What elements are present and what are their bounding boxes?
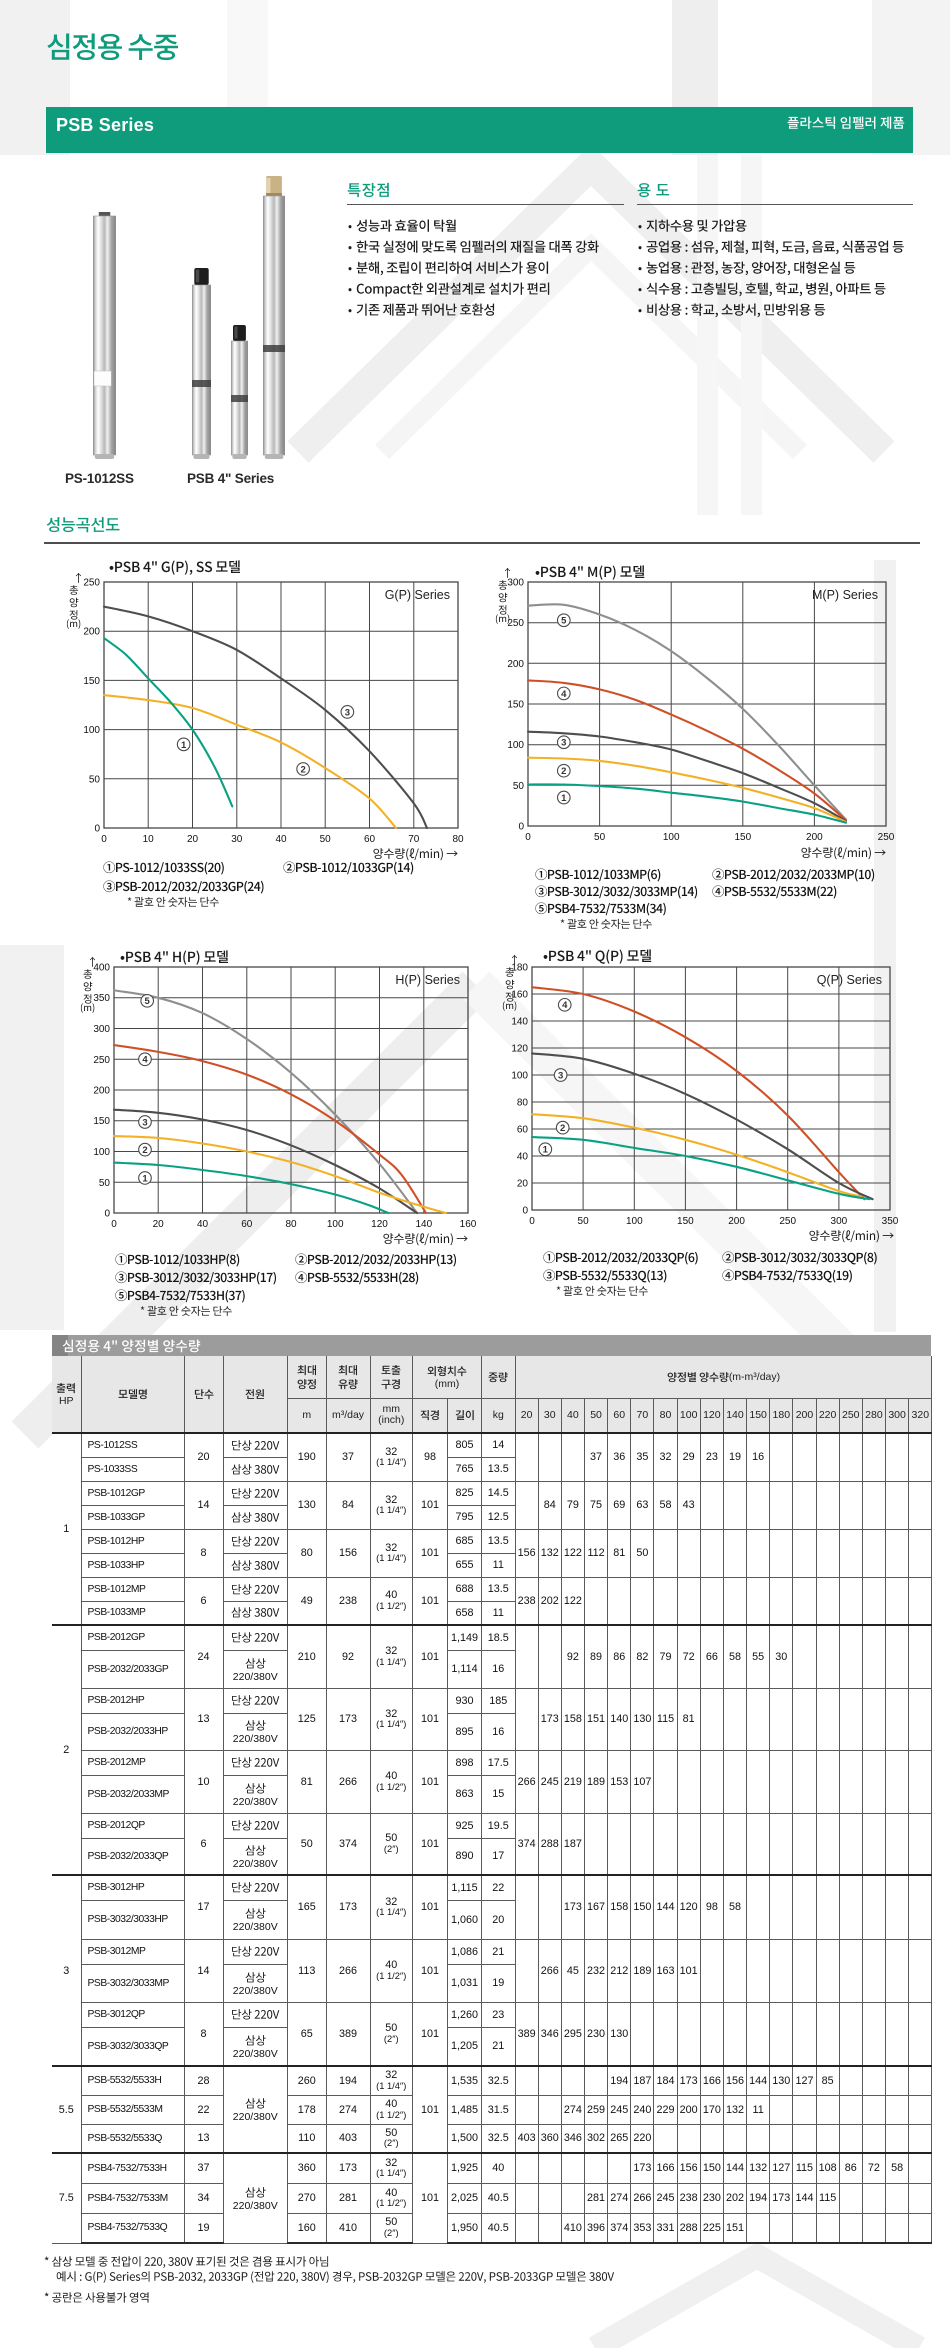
svg-text:60: 60	[241, 1219, 253, 1230]
svg-text:200: 200	[507, 659, 524, 670]
svg-text:3: 3	[561, 738, 566, 749]
svg-text:100: 100	[93, 1147, 110, 1158]
svg-text:250: 250	[83, 578, 100, 589]
svg-text:120: 120	[371, 1219, 388, 1230]
svg-text:50: 50	[99, 1178, 111, 1189]
svg-text:0: 0	[529, 1216, 535, 1227]
svg-text:80: 80	[517, 1098, 529, 1109]
svg-text:4: 4	[562, 1000, 568, 1011]
svg-text:150: 150	[83, 676, 100, 687]
svg-text:M(P) Series: M(P) Series	[812, 588, 878, 602]
svg-text:1: 1	[142, 1173, 148, 1184]
svg-text:40: 40	[517, 1152, 529, 1163]
svg-text:20: 20	[153, 1219, 165, 1230]
svg-text:50: 50	[513, 781, 525, 792]
svg-text:4: 4	[142, 1055, 148, 1066]
svg-text:60: 60	[364, 834, 376, 845]
svg-text:50: 50	[594, 832, 606, 843]
svg-text:300: 300	[831, 1216, 848, 1227]
svg-text:160: 160	[460, 1219, 477, 1230]
svg-text:3: 3	[558, 1070, 563, 1081]
svg-text:5: 5	[561, 616, 567, 627]
svg-text:2: 2	[300, 764, 305, 775]
svg-text:120: 120	[511, 1044, 528, 1055]
svg-text:2: 2	[560, 1123, 565, 1134]
svg-text:100: 100	[83, 725, 100, 736]
svg-text:250: 250	[878, 832, 895, 843]
svg-text:10: 10	[143, 834, 155, 845]
svg-text:50: 50	[578, 1216, 590, 1227]
svg-text:180: 180	[511, 963, 528, 974]
svg-text:150: 150	[677, 1216, 694, 1227]
svg-text:250: 250	[507, 618, 524, 629]
svg-text:250: 250	[93, 1055, 110, 1066]
svg-text:30: 30	[231, 834, 243, 845]
svg-text:0: 0	[111, 1219, 117, 1230]
svg-text:200: 200	[728, 1216, 745, 1227]
svg-text:200: 200	[83, 627, 100, 638]
svg-text:100: 100	[511, 1071, 528, 1082]
svg-text:100: 100	[626, 1216, 643, 1227]
svg-text:1: 1	[543, 1145, 549, 1156]
svg-text:0: 0	[104, 1209, 110, 1220]
svg-text:0: 0	[518, 822, 524, 833]
svg-text:3: 3	[142, 1117, 147, 1128]
svg-text:150: 150	[93, 1116, 110, 1127]
svg-text:300: 300	[93, 1024, 110, 1035]
svg-text:350: 350	[93, 993, 110, 1004]
svg-text:140: 140	[415, 1219, 432, 1230]
svg-text:400: 400	[93, 963, 110, 974]
svg-text:5: 5	[145, 996, 151, 1007]
svg-text:1: 1	[561, 793, 567, 804]
svg-text:0: 0	[522, 1206, 528, 1217]
svg-text:80: 80	[285, 1219, 297, 1230]
svg-text:3: 3	[345, 707, 350, 718]
svg-text:40: 40	[275, 834, 287, 845]
svg-text:140: 140	[511, 1017, 528, 1028]
svg-text:4: 4	[561, 689, 567, 700]
svg-text:70: 70	[408, 834, 420, 845]
svg-text:Q(P) Series: Q(P) Series	[817, 973, 882, 987]
svg-text:200: 200	[806, 832, 823, 843]
svg-text:100: 100	[327, 1219, 344, 1230]
svg-text:350: 350	[882, 1216, 899, 1227]
svg-text:80: 80	[452, 834, 464, 845]
svg-text:100: 100	[663, 832, 680, 843]
svg-text:G(P) Series: G(P) Series	[385, 588, 450, 602]
svg-text:160: 160	[511, 990, 528, 1001]
svg-text:300: 300	[507, 578, 524, 589]
svg-text:200: 200	[93, 1086, 110, 1097]
svg-text:0: 0	[94, 824, 100, 835]
svg-text:60: 60	[517, 1125, 529, 1136]
svg-text:50: 50	[89, 774, 101, 785]
svg-text:20: 20	[517, 1179, 529, 1190]
svg-text:100: 100	[507, 740, 524, 751]
svg-text:150: 150	[734, 832, 751, 843]
svg-text:2: 2	[561, 766, 566, 777]
svg-text:2: 2	[142, 1145, 147, 1156]
svg-text:1: 1	[181, 740, 187, 751]
svg-text:0: 0	[525, 832, 531, 843]
svg-text:150: 150	[507, 700, 524, 711]
svg-text:H(P) Series: H(P) Series	[395, 973, 460, 987]
svg-text:50: 50	[320, 834, 332, 845]
svg-text:0: 0	[101, 834, 107, 845]
svg-text:20: 20	[187, 834, 199, 845]
svg-text:250: 250	[779, 1216, 796, 1227]
svg-text:40: 40	[197, 1219, 209, 1230]
